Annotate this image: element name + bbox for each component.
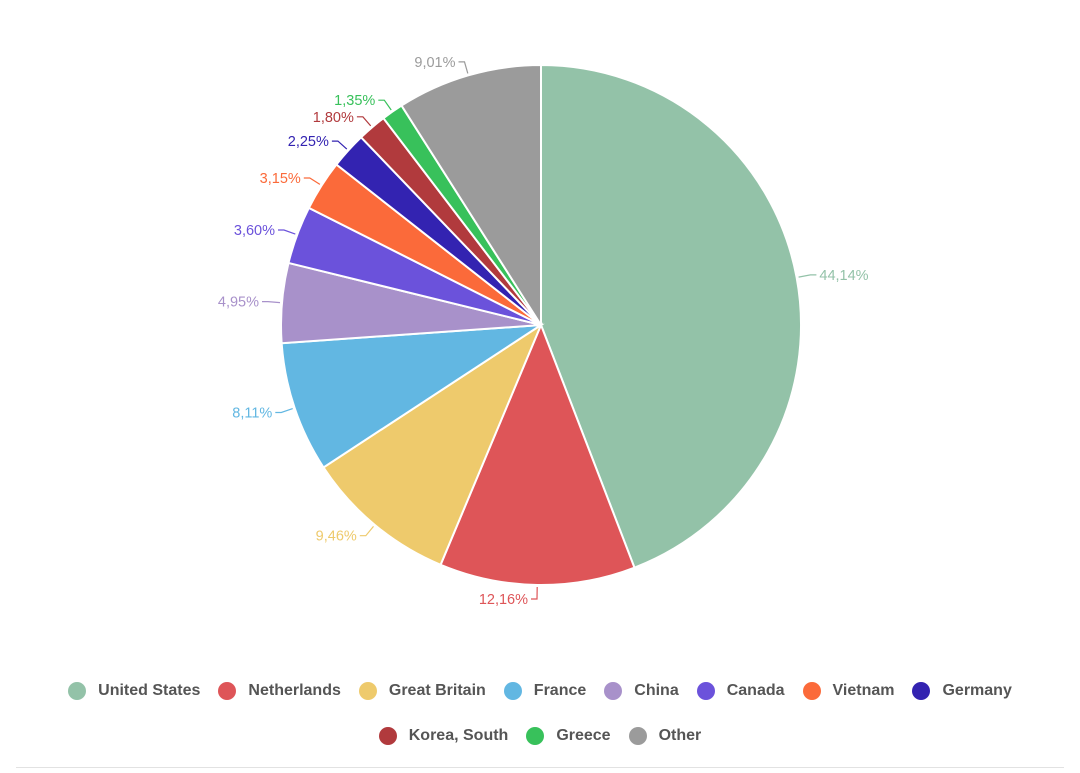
pie-slice-other[interactable] [400, 63, 542, 329]
legend-swatch [503, 682, 522, 700]
legend-swatch [628, 727, 647, 745]
leader-line-china [262, 301, 281, 304]
data-label-united-states: 44,14% [819, 268, 868, 284]
legend-label: Canada [726, 682, 785, 699]
leader-line-other [458, 61, 469, 74]
legend-swatch [696, 682, 715, 700]
data-label-france: 8,11% [232, 406, 272, 422]
legend-label: Greece [556, 727, 611, 744]
data-label-china: 4,95% [218, 295, 259, 311]
divider [16, 767, 1064, 768]
legend-swatch [358, 682, 377, 700]
data-label-korea-south: 1,80% [313, 110, 354, 126]
legend-item-france[interactable]: France [503, 682, 587, 700]
legend-label: China [634, 682, 679, 699]
data-label-great-britain: 9,46% [316, 529, 357, 545]
leader-line-vietnam [303, 177, 321, 185]
legend-item-canada[interactable]: Canada [696, 682, 785, 700]
legend-item-vietnam[interactable]: Vietnam [802, 682, 895, 700]
legend-swatch [378, 727, 397, 745]
legend-item-korea-south[interactable]: Korea, South [378, 727, 509, 745]
leader-line-korea-south [356, 116, 372, 127]
legend-label: Great Britain [388, 682, 486, 699]
pie-slice-great-britain[interactable] [322, 322, 544, 567]
legend-item-netherlands[interactable]: Netherlands [218, 682, 341, 700]
legend-label: Germany [942, 682, 1012, 699]
pie-slice-united-states[interactable] [540, 63, 802, 569]
leader-line-greece [378, 99, 392, 111]
legend-row-1: United States Netherlands Great Britain Fra… [0, 682, 1080, 700]
pie-chart: 44,14% 12,16% 9,46% 8,11% 4,95% 3,60% 3,15% 2,2… [218, 55, 869, 608]
legend-label: Other [658, 727, 702, 744]
legend-swatch [68, 682, 87, 700]
legend-label: United States [98, 682, 201, 699]
leader-line-france [275, 408, 293, 414]
pie-slice-netherlands[interactable] [439, 322, 636, 586]
legend-item-other[interactable]: Other [628, 727, 702, 745]
data-label-vietnam: 3,15% [260, 171, 301, 187]
legend-item-great-britain[interactable]: Great Britain [358, 682, 486, 700]
legend-item-china[interactable]: China [604, 682, 679, 700]
data-label-greece: 1,35% [334, 93, 375, 109]
legend-item-united-states[interactable]: United States [68, 682, 200, 700]
legend-swatch [912, 682, 931, 700]
legend-label: Korea, South [408, 727, 509, 744]
legend-label: France [533, 682, 587, 699]
leader-line-germany [331, 140, 348, 150]
legend-swatch [526, 727, 545, 745]
legend-swatch [218, 682, 237, 700]
data-label-germany: 2,25% [288, 134, 329, 150]
legend-swatch [802, 682, 821, 700]
leader-line-netherlands [531, 586, 538, 600]
legend-label: Netherlands [248, 682, 341, 699]
leader-line-united-states [798, 274, 817, 278]
legend-item-germany[interactable]: Germany [912, 682, 1012, 700]
legend-label: Vietnam [832, 682, 895, 699]
data-label-canada: 3,60% [234, 223, 275, 239]
leader-line-great-britain [359, 526, 374, 537]
legend-item-greece[interactable]: Greece [526, 727, 611, 745]
leader-line-canada [278, 229, 296, 235]
legend-swatch [604, 682, 623, 700]
data-label-other: 9,01% [414, 55, 455, 71]
data-label-netherlands: 12,16% [479, 592, 528, 608]
pie-slice-france[interactable] [280, 323, 545, 469]
legend-row-2: Korea, South Greece Other [0, 727, 1080, 745]
